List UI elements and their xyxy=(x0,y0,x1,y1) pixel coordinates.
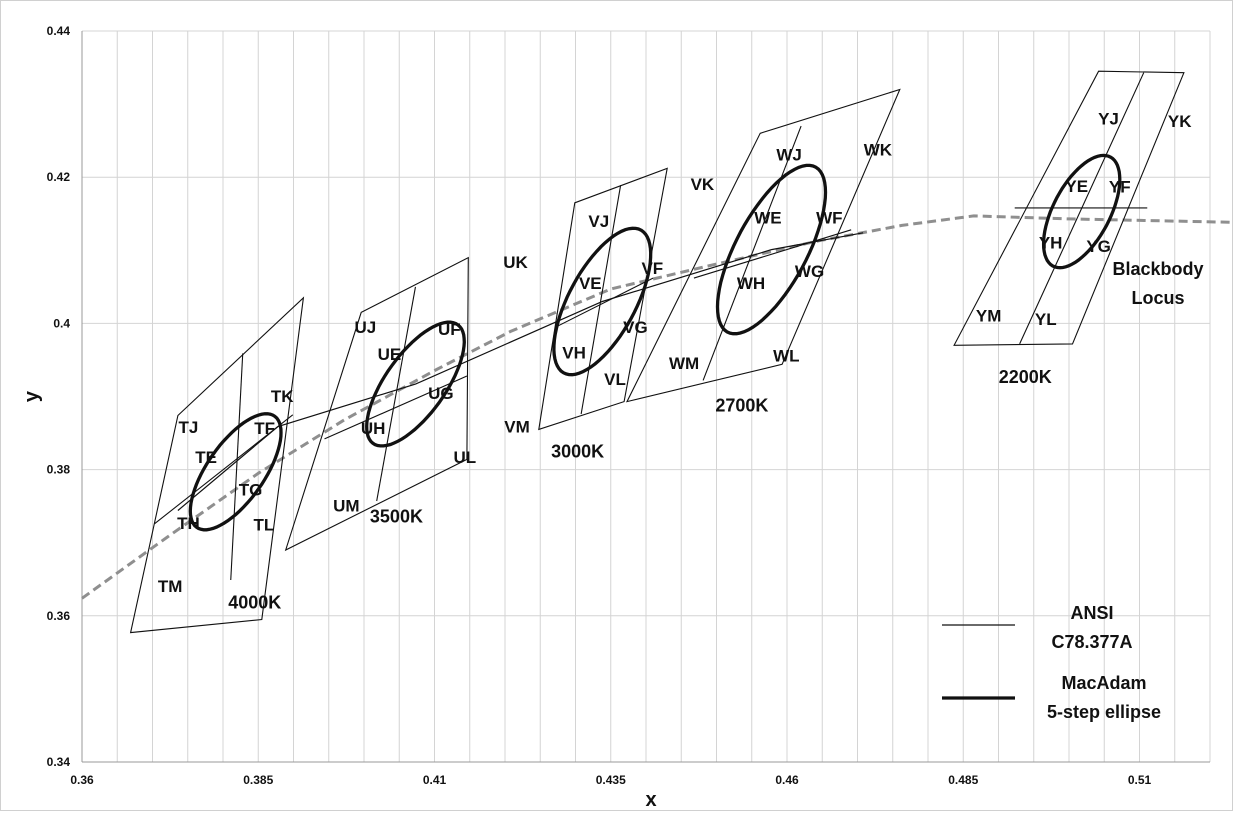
quadrangle-split-3500k xyxy=(376,286,417,502)
bin-label-vm: VM xyxy=(504,417,530,436)
macadam-ellipse-3000k xyxy=(552,226,653,377)
quadrangle-split-4000k xyxy=(230,353,244,581)
cct-label-2700k: 2700K xyxy=(715,395,768,415)
x-tick-label: 0.51 xyxy=(1128,773,1152,787)
bin-label-we: WE xyxy=(754,208,781,227)
bin-label-yl: YL xyxy=(1035,310,1057,329)
grid xyxy=(81,30,1211,763)
bin-label-ve: VE xyxy=(579,274,602,293)
bin-label-vk: VK xyxy=(691,175,715,194)
quadrangle-split-3000k xyxy=(555,277,654,328)
bin-label-uh: UH xyxy=(361,419,386,438)
bin-label-wj: WJ xyxy=(776,146,802,165)
macadam-ellipse-2200k xyxy=(1041,153,1122,270)
y-tick-label: 0.36 xyxy=(47,609,71,623)
bin-label-yg: YG xyxy=(1086,237,1111,256)
bin-label-vl: VL xyxy=(604,370,626,389)
quadrangle-split-3000k xyxy=(580,185,622,415)
quadrangle-split-4000k xyxy=(154,414,294,525)
bin-label-tg: TG xyxy=(239,480,263,499)
bin-label-wg: WG xyxy=(795,262,824,281)
bin-label-ue: UE xyxy=(378,345,402,364)
legend: ANSI C78.377A MacAdam 5-step ellipse xyxy=(942,603,1161,722)
ansi-quadrangles xyxy=(129,70,1185,634)
x-tick-label: 0.46 xyxy=(775,773,799,787)
quadrangle-split-2700k xyxy=(693,229,852,279)
quadrangle-split-2700k xyxy=(702,125,802,381)
bin-labels: TJ TK TF TE TG TH TL TM 4000K UJ UK UE UF UG UH UL UM 350… xyxy=(158,110,1192,613)
ansi-locus-line xyxy=(177,232,864,511)
legend-label-macadam-line1: MacAdam xyxy=(1061,673,1146,693)
bin-label-tl: TL xyxy=(253,515,274,534)
y-tick-label: 0.34 xyxy=(47,755,71,769)
cct-label-4000k: 4000K xyxy=(228,593,281,613)
bin-label-tk: TK xyxy=(271,387,294,406)
x-tick-label: 0.485 xyxy=(948,773,978,787)
x-tick-label: 0.385 xyxy=(243,773,273,787)
blackbody-label-line2: Locus xyxy=(1131,288,1184,308)
bin-label-tf: TF xyxy=(254,419,275,438)
x-tick-label: 0.36 xyxy=(70,773,94,787)
bin-label-yf: YF xyxy=(1109,178,1131,197)
bin-label-ye: YE xyxy=(1065,177,1088,196)
bin-label-yk: YK xyxy=(1168,112,1192,131)
bin-label-wm: WM xyxy=(669,354,699,373)
macadam-ellipse-3500k xyxy=(365,320,466,448)
bin-label-ug: UG xyxy=(428,384,454,403)
bin-label-tm: TM xyxy=(158,577,183,596)
x-tick-label: 0.435 xyxy=(596,773,626,787)
quadrangle-2200k xyxy=(953,70,1185,346)
quadrangle-2700k xyxy=(625,88,901,403)
cct-label-3500k: 3500K xyxy=(370,506,423,526)
cct-label-2200k: 2200K xyxy=(999,367,1052,387)
bin-label-vf: VF xyxy=(641,259,663,278)
bin-label-uk: UK xyxy=(503,253,528,272)
quadrangle-3000k xyxy=(538,167,668,431)
y-tick-label: 0.38 xyxy=(47,463,71,477)
y-tick-label: 0.4 xyxy=(53,316,70,330)
bin-label-yh: YH xyxy=(1039,233,1063,252)
legend-label-macadam-line2: 5-step ellipse xyxy=(1047,702,1161,722)
blackbody-label-line1: Blackbody xyxy=(1112,259,1203,279)
legend-label-ansi-line2: C78.377A xyxy=(1051,632,1132,652)
bin-label-wl: WL xyxy=(773,347,799,366)
bin-label-uj: UJ xyxy=(355,318,377,337)
bin-label-wk: WK xyxy=(864,140,893,159)
bin-label-te: TE xyxy=(195,448,217,467)
bin-label-yj: YJ xyxy=(1098,110,1119,129)
macadam-ellipse-2700k xyxy=(715,163,828,336)
quadrangle-3500k xyxy=(284,256,469,552)
cct-label-3000k: 3000K xyxy=(551,441,604,461)
y-axis-title: y xyxy=(21,390,43,402)
bin-label-wh: WH xyxy=(737,274,765,293)
bin-label-th: TH xyxy=(177,514,200,533)
macadam-ellipses xyxy=(188,153,1122,532)
axes: 0.36 0.385 0.41 0.435 0.46 0.485 0.51 0.34 0.36 0… xyxy=(21,24,1210,811)
quadrangle-4000k xyxy=(129,296,305,634)
bin-label-vj: VJ xyxy=(588,212,609,231)
y-tick-label: 0.44 xyxy=(47,24,71,38)
x-axis-title: x xyxy=(645,789,656,811)
bin-label-ym: YM xyxy=(976,306,1002,325)
legend-label-ansi-line1: ANSI xyxy=(1070,603,1113,623)
quadrangle-split-3500k xyxy=(324,375,468,440)
x-tick-label: 0.41 xyxy=(423,773,447,787)
bin-label-vh: VH xyxy=(562,344,586,363)
bin-label-wf: WF xyxy=(816,208,842,227)
bin-label-tj: TJ xyxy=(179,418,199,437)
bin-label-um: UM xyxy=(333,496,359,515)
y-tick-label: 0.42 xyxy=(47,170,71,184)
bin-label-vg: VG xyxy=(623,318,648,337)
bin-label-ul: UL xyxy=(453,448,476,467)
bin-label-uf: UF xyxy=(438,320,461,339)
macadam-ellipse-4000k xyxy=(188,412,283,532)
